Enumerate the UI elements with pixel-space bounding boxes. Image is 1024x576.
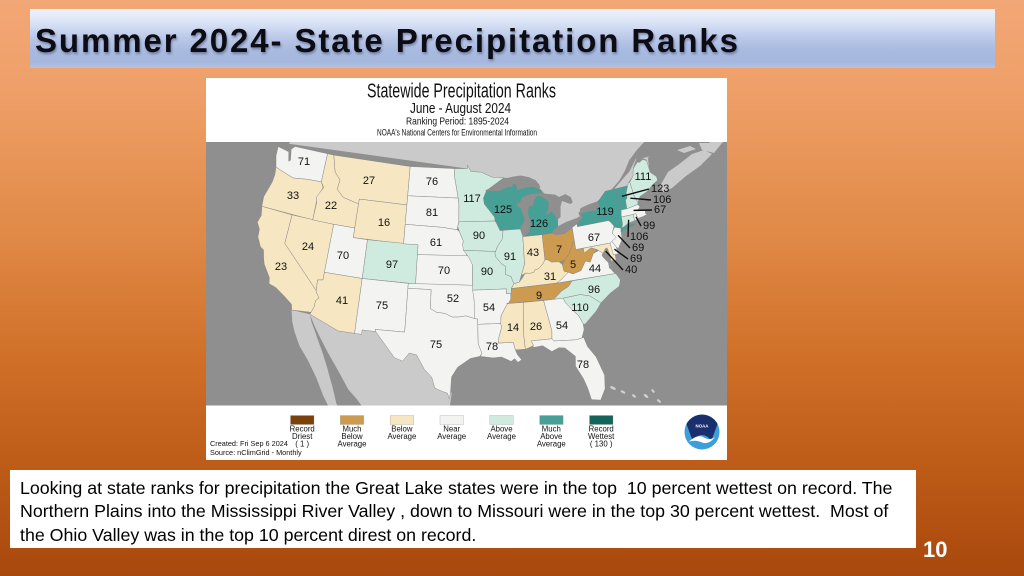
svg-text:78: 78 — [577, 359, 589, 371]
svg-text:27: 27 — [363, 175, 375, 187]
svg-text:Above: Above — [490, 425, 512, 434]
svg-text:117: 117 — [463, 193, 481, 205]
svg-text:Ranking Period: 1895-2024: Ranking Period: 1895-2024 — [406, 116, 509, 128]
svg-text:Above: Above — [540, 432, 562, 441]
svg-text:Record: Record — [589, 425, 614, 434]
svg-text:54: 54 — [483, 302, 495, 314]
svg-text:106: 106 — [653, 194, 671, 206]
svg-text:( 130 ): ( 130 ) — [590, 440, 613, 449]
svg-text:110: 110 — [571, 302, 589, 314]
svg-text:43: 43 — [527, 247, 539, 259]
svg-text:Driest: Driest — [292, 432, 313, 441]
svg-text:126: 126 — [530, 218, 548, 230]
svg-text:123: 123 — [651, 183, 669, 195]
svg-text:5: 5 — [570, 259, 576, 271]
svg-text:NOAA's National Centers for En: NOAA's National Centers for Environmenta… — [377, 128, 537, 138]
svg-text:14: 14 — [507, 322, 519, 334]
svg-text:90: 90 — [481, 266, 493, 278]
svg-text:7: 7 — [556, 244, 562, 256]
svg-text:75: 75 — [376, 300, 388, 312]
svg-text:16: 16 — [378, 217, 390, 229]
svg-text:78: 78 — [486, 341, 498, 353]
svg-text:52: 52 — [447, 293, 459, 305]
svg-text:71: 71 — [298, 156, 310, 168]
svg-text:Record: Record — [290, 425, 315, 434]
svg-text:96: 96 — [588, 284, 600, 296]
svg-text:40: 40 — [625, 264, 637, 276]
svg-text:31: 31 — [544, 271, 556, 283]
svg-text:Below: Below — [341, 432, 363, 441]
svg-text:NOAA: NOAA — [696, 424, 710, 429]
svg-text:44: 44 — [589, 263, 601, 275]
svg-text:( 1 ): ( 1 ) — [295, 440, 309, 449]
svg-text:Average: Average — [537, 440, 566, 449]
svg-text:111: 111 — [635, 171, 652, 183]
svg-text:67: 67 — [654, 204, 666, 216]
svg-text:Average: Average — [487, 432, 516, 441]
svg-text:Average: Average — [437, 432, 466, 441]
svg-text:76: 76 — [426, 176, 438, 188]
svg-text:Below: Below — [391, 425, 413, 434]
svg-text:61: 61 — [430, 237, 442, 249]
svg-text:41: 41 — [336, 295, 348, 307]
svg-text:81: 81 — [426, 207, 438, 219]
svg-text:Much: Much — [542, 425, 561, 434]
svg-text:26: 26 — [530, 321, 542, 333]
svg-text:90: 90 — [473, 230, 485, 242]
svg-text:Source: nClimGrid - Monthly: Source: nClimGrid - Monthly — [210, 448, 302, 457]
svg-text:91: 91 — [504, 251, 516, 263]
svg-text:69: 69 — [630, 253, 642, 265]
svg-text:Average: Average — [387, 432, 416, 441]
svg-text:119: 119 — [596, 206, 614, 218]
svg-text:Statewide Precipitation Ranks: Statewide Precipitation Ranks — [367, 80, 556, 103]
svg-text:70: 70 — [438, 265, 450, 277]
svg-text:9: 9 — [536, 290, 542, 302]
svg-text:69: 69 — [632, 242, 644, 254]
svg-text:Near: Near — [443, 425, 460, 434]
svg-text:22: 22 — [325, 200, 337, 212]
svg-text:Wettest: Wettest — [588, 432, 615, 441]
svg-text:99: 99 — [643, 220, 655, 232]
svg-text:106: 106 — [630, 231, 648, 243]
svg-text:75: 75 — [430, 339, 442, 351]
svg-text:23: 23 — [275, 261, 287, 273]
svg-text:June - August 2024: June - August 2024 — [410, 101, 511, 117]
svg-text:97: 97 — [386, 259, 398, 271]
svg-text:Average: Average — [338, 440, 367, 449]
svg-text:24: 24 — [302, 241, 314, 253]
svg-text:Much: Much — [342, 425, 361, 434]
svg-text:Created: Fri Sep 6 2024: Created: Fri Sep 6 2024 — [210, 439, 288, 448]
svg-text:33: 33 — [287, 190, 299, 202]
svg-text:70: 70 — [337, 250, 349, 262]
svg-text:125: 125 — [494, 204, 512, 216]
svg-text:54: 54 — [556, 320, 568, 332]
svg-text:67: 67 — [588, 232, 600, 244]
